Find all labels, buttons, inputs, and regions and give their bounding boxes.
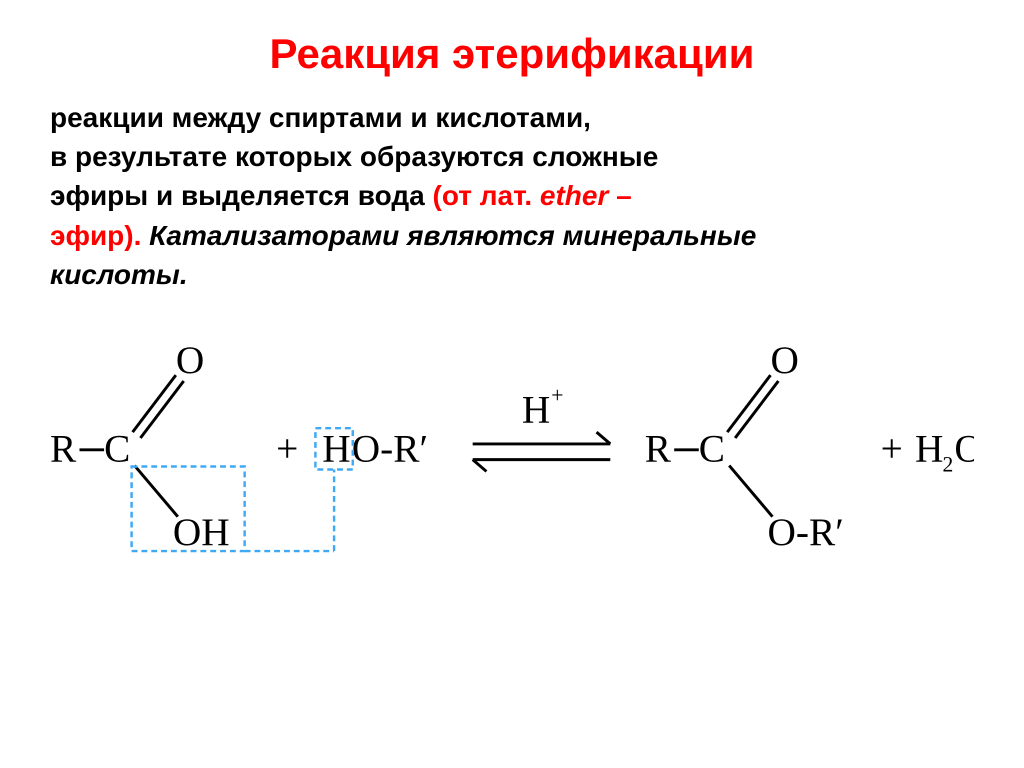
- line5: кислоты.: [50, 259, 188, 290]
- reaction-diagram: R C O OH + H O-R′: [50, 324, 974, 580]
- atom-C-right: C: [699, 427, 725, 471]
- equilibrium-arrow: [473, 432, 611, 471]
- atom-H-alcohol: H: [322, 427, 350, 471]
- catalyst-H: H: [522, 387, 550, 431]
- slide-title: Реакция этерификации: [50, 30, 974, 78]
- line4a: эфир).: [50, 220, 141, 251]
- plus-1: +: [276, 427, 298, 471]
- body-text: реакции между спиртами и кислотами, в ре…: [50, 98, 974, 294]
- atom-R-right: R: [645, 427, 672, 471]
- line3c: ether: [540, 180, 608, 211]
- line4b: Катализаторами являются минеральные: [141, 220, 756, 251]
- atom-O-upper-right: O: [771, 338, 799, 382]
- atom-OR-alcohol: O-R′: [352, 427, 428, 471]
- atom-OR-right: O-R′: [768, 510, 844, 554]
- catalyst-plus: +: [551, 384, 563, 408]
- atom-OH-left: OH: [173, 510, 230, 554]
- atom-C-left: C: [104, 427, 130, 471]
- line3b: (от лат.: [433, 180, 540, 211]
- line3a: эфиры и выделяется вода: [50, 180, 433, 211]
- atom-H2O-2: 2: [943, 452, 954, 476]
- atom-R-left: R: [50, 427, 77, 471]
- line3d: –: [608, 180, 631, 211]
- atom-H2O-O: O: [954, 427, 974, 471]
- plus-2: +: [881, 427, 903, 471]
- line1: реакции между спиртами и кислотами,: [50, 102, 591, 133]
- line2: в результате которых образуются сложные: [50, 141, 658, 172]
- atom-H2O-H: H: [915, 427, 943, 471]
- atom-O-upper-left: O: [176, 338, 204, 382]
